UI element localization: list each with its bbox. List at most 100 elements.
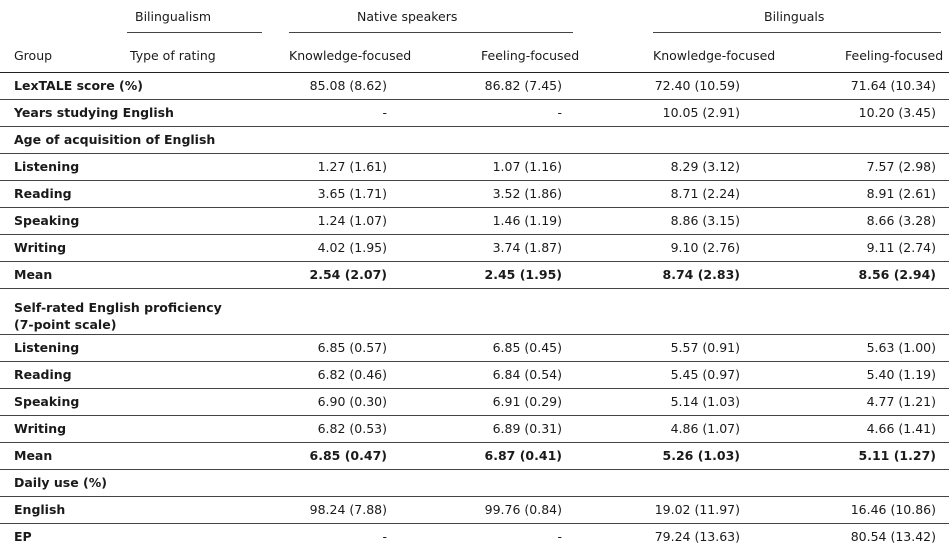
- table-cell-n-know: -: [382, 529, 387, 544]
- table-cell-n-know: 98.24 (7.88): [309, 502, 387, 517]
- table-cell-b-know: 9.10 (2.76): [670, 240, 740, 255]
- table-cell-n-feel: 3.52 (1.86): [492, 186, 562, 201]
- table-cell-n-feel: 2.45 (1.95): [484, 267, 562, 282]
- table-cell-b-feel: 5.40 (1.19): [866, 367, 936, 382]
- table-cell-n-feel: 6.85 (0.45): [492, 340, 562, 355]
- table-cell-b-know: 79.24 (13.63): [654, 529, 740, 544]
- table-cell-n-feel: 1.07 (1.16): [492, 159, 562, 174]
- table-cell-n-know: 6.90 (0.30): [317, 394, 387, 409]
- row-divider: [0, 180, 949, 181]
- header-bilingual-knowledge: Knowledge-focused: [653, 48, 776, 63]
- header-rule-bilingualism: [127, 32, 262, 33]
- row-divider: [0, 523, 949, 524]
- header-native-speakers: Native speakers: [357, 9, 458, 24]
- table-cell-b-feel: 80.54 (13.42): [850, 529, 936, 544]
- table-cell-n-know: 3.65 (1.71): [317, 186, 387, 201]
- table-cell-b-know: 5.57 (0.91): [670, 340, 740, 355]
- row-divider: [0, 388, 949, 389]
- row-label: Daily use (%): [14, 475, 107, 490]
- table-cell-n-know: 6.85 (0.47): [309, 448, 387, 463]
- row-divider: [0, 496, 949, 497]
- table-cell-n-feel: 86.82 (7.45): [484, 78, 562, 93]
- row-divider: [0, 126, 949, 127]
- table-cell-n-feel: 6.87 (0.41): [484, 448, 562, 463]
- table-cell-b-feel: 10.20 (3.45): [858, 105, 936, 120]
- table-cell-b-know: 72.40 (10.59): [654, 78, 740, 93]
- table-cell-n-feel: 6.91 (0.29): [492, 394, 562, 409]
- table-cell-n-know: 85.08 (8.62): [309, 78, 387, 93]
- header-bilingual-feeling: Feeling-focused: [845, 48, 944, 63]
- table-cell-n-know: 6.85 (0.57): [317, 340, 387, 355]
- row-label: Listening: [14, 340, 80, 355]
- header-group: Group: [14, 48, 53, 63]
- table-cell-b-feel: 9.11 (2.74): [866, 240, 936, 255]
- table-cell-b-feel: 8.66 (3.28): [866, 213, 936, 228]
- table-cell-n-know: 1.24 (1.07): [317, 213, 387, 228]
- table-cell-b-feel: 16.46 (10.86): [850, 502, 936, 517]
- row-label: Years studying English: [14, 105, 174, 120]
- row-divider: [0, 261, 949, 262]
- table-cell-n-feel: -: [557, 529, 562, 544]
- table-cell-b-feel: 5.63 (1.00): [866, 340, 936, 355]
- table-cell-b-know: 19.02 (11.97): [654, 502, 740, 517]
- header-type-of-rating: Type of rating: [130, 48, 216, 63]
- row-label-continued: (7-point scale): [14, 317, 117, 332]
- table-cell-b-feel: 8.56 (2.94): [858, 267, 936, 282]
- table-cell-b-know: 5.14 (1.03): [670, 394, 740, 409]
- header-rule-native: [289, 32, 573, 33]
- table-cell-n-feel: 3.74 (1.87): [492, 240, 562, 255]
- row-label: Reading: [14, 186, 72, 201]
- table-cell-b-know: 8.86 (3.15): [670, 213, 740, 228]
- table-cell-b-know: 10.05 (2.91): [662, 105, 740, 120]
- row-label: Writing: [14, 421, 67, 436]
- table-cell-n-feel: 99.76 (0.84): [484, 502, 562, 517]
- table-cell-b-know: 8.29 (3.12): [670, 159, 740, 174]
- row-label: Speaking: [14, 394, 80, 409]
- row-label: Writing: [14, 240, 67, 255]
- table-cell-b-know: 5.26 (1.03): [662, 448, 740, 463]
- row-label: Reading: [14, 367, 72, 382]
- table-cell-b-feel: 7.57 (2.98): [866, 159, 936, 174]
- row-label: Age of acquisition of English: [14, 132, 216, 147]
- table-cell-b-feel: 5.11 (1.27): [858, 448, 936, 463]
- row-label: Mean: [14, 448, 53, 463]
- table-cell-n-feel: 6.89 (0.31): [492, 421, 562, 436]
- header-native-feeling: Feeling-focused: [481, 48, 580, 63]
- row-label: EP: [14, 529, 32, 544]
- row-divider: [0, 361, 949, 362]
- row-divider: [0, 288, 949, 289]
- header-bilingualism: Bilingualism: [135, 9, 212, 24]
- table-cell-b-feel: 4.77 (1.21): [866, 394, 936, 409]
- row-label: Self-rated English proficiency: [14, 300, 222, 315]
- table-cell-b-know: 5.45 (0.97): [670, 367, 740, 382]
- table-cell-b-feel: 8.91 (2.61): [866, 186, 936, 201]
- table-cell-n-know: 6.82 (0.46): [317, 367, 387, 382]
- table-cell-n-feel: 6.84 (0.54): [492, 367, 562, 382]
- table-cell-b-feel: 4.66 (1.41): [866, 421, 936, 436]
- row-divider: [0, 153, 949, 154]
- row-label: English: [14, 502, 66, 517]
- row-divider: [0, 334, 949, 335]
- table-cell-n-know: 4.02 (1.95): [317, 240, 387, 255]
- row-divider: [0, 415, 949, 416]
- row-label: Listening: [14, 159, 80, 174]
- row-label: LexTALE score (%): [14, 78, 143, 93]
- table-cell-n-know: 2.54 (2.07): [309, 267, 387, 282]
- table-cell-b-know: 8.74 (2.83): [662, 267, 740, 282]
- header-rule-bilinguals: [653, 32, 941, 33]
- row-divider: [0, 99, 949, 100]
- table-cell-b-feel: 71.64 (10.34): [850, 78, 936, 93]
- header-bilinguals: Bilinguals: [764, 9, 825, 24]
- row-divider: [0, 207, 949, 208]
- table-cell-n-know: 6.82 (0.53): [317, 421, 387, 436]
- header-native-knowledge: Knowledge-focused: [289, 48, 412, 63]
- row-label: Speaking: [14, 213, 80, 228]
- table-cell-n-know: -: [382, 105, 387, 120]
- table-cell-b-know: 4.86 (1.07): [670, 421, 740, 436]
- row-divider: [0, 469, 949, 470]
- row-divider: [0, 234, 949, 235]
- row-label: Mean: [14, 267, 53, 282]
- table-cell-n-feel: -: [557, 105, 562, 120]
- header-bottom-rule: [0, 72, 949, 73]
